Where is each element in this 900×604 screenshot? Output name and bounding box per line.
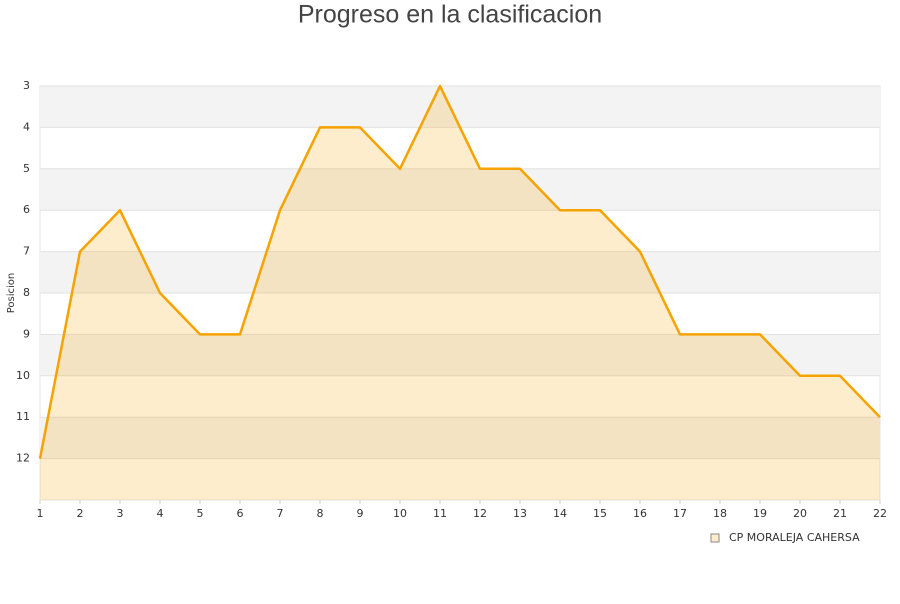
y-tick-label: 12	[16, 452, 30, 465]
x-tick-label: 18	[713, 507, 727, 520]
x-tick-label: 8	[317, 507, 324, 520]
y-tick-label: 6	[23, 203, 30, 216]
x-tick-label: 11	[433, 507, 447, 520]
y-tick-label: 9	[23, 327, 30, 340]
x-tick-label: 1	[37, 507, 44, 520]
x-tick-label: 16	[633, 507, 647, 520]
x-tick-label: 12	[473, 507, 487, 520]
x-tick-label: 15	[593, 507, 607, 520]
y-tick-label: 11	[16, 410, 30, 423]
x-tick-label: 10	[393, 507, 407, 520]
x-tick-label: 22	[873, 507, 887, 520]
area-fill	[40, 86, 880, 500]
x-tick-label: 9	[357, 507, 364, 520]
chart-title: Progreso en la clasificacion	[298, 1, 602, 29]
y-tick-label: 10	[16, 369, 30, 382]
x-tick-label: 3	[117, 507, 124, 520]
x-tick-label: 21	[833, 507, 847, 520]
area-line	[38, 84, 881, 459]
x-tick-label: 17	[673, 507, 687, 520]
x-tick-label: 13	[513, 507, 527, 520]
x-tick-label: 5	[197, 507, 204, 520]
grid-band	[40, 86, 880, 128]
grid-band	[40, 168, 880, 211]
grid-band	[40, 334, 880, 376]
x-tick-label: 7	[277, 507, 284, 520]
x-tick-label: 6	[237, 507, 244, 520]
legend-label: CP MORALEJA CAHERSA	[729, 531, 860, 544]
y-tick-label: 8	[23, 286, 30, 299]
x-tick-label: 2	[77, 507, 84, 520]
x-tick-label: 20	[793, 507, 807, 520]
grid-band	[40, 251, 880, 293]
y-tick-label: 4	[23, 120, 30, 133]
y-tick-label: 5	[23, 162, 30, 175]
y-tick-label: 7	[23, 245, 30, 258]
x-tick-label: 4	[157, 507, 164, 520]
y-axis-label: Posicion	[6, 273, 17, 314]
x-tick-label: 14	[553, 507, 567, 520]
x-tick-label: 19	[753, 507, 767, 520]
legend-swatch	[710, 533, 720, 543]
grid-band	[40, 417, 880, 459]
y-tick-label: 3	[23, 79, 30, 92]
